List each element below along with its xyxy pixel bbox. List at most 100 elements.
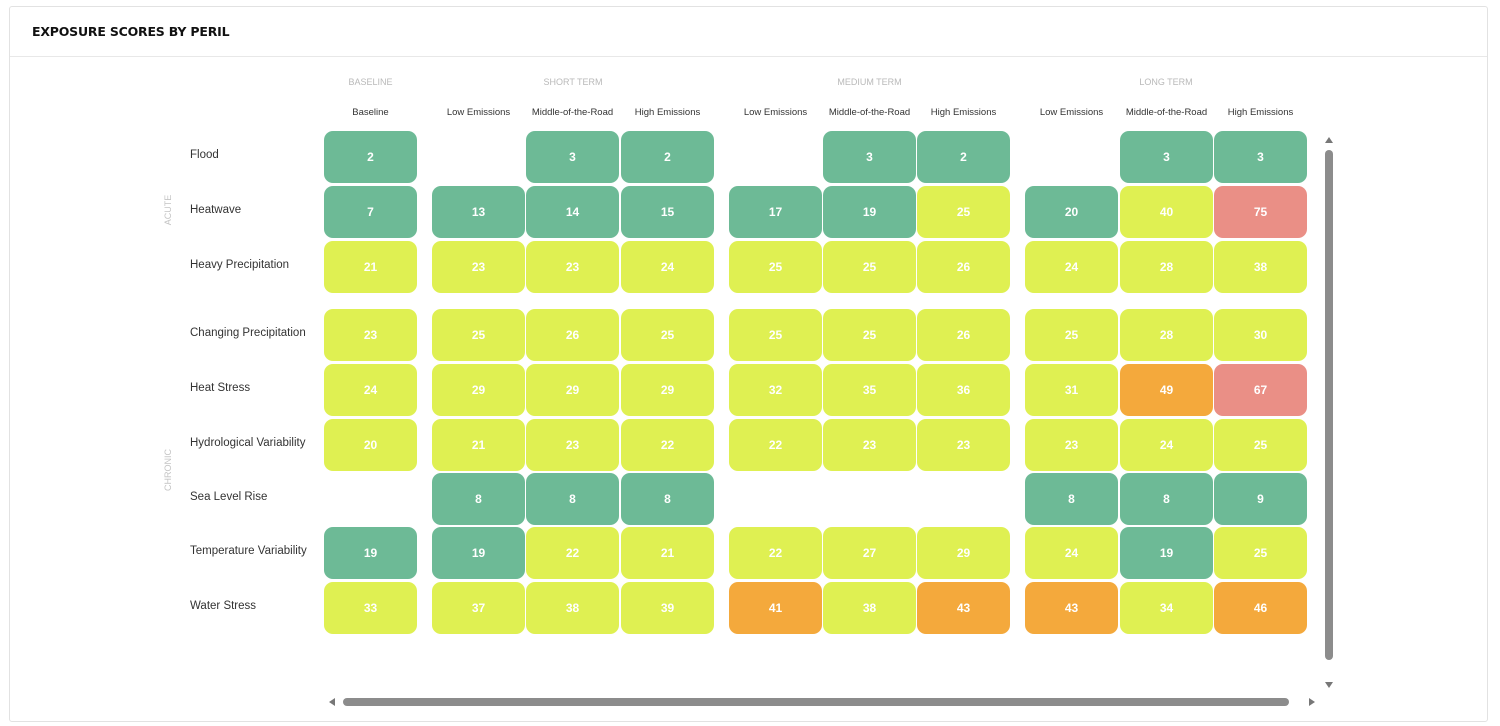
heatmap-cell[interactable]: 19 <box>324 527 417 579</box>
heatmap-cell[interactable]: 23 <box>526 419 619 471</box>
heatmap-cell[interactable]: 14 <box>526 186 619 238</box>
heatmap-cell[interactable]: 25 <box>729 241 822 293</box>
heatmap-cell[interactable]: 3 <box>823 131 916 183</box>
heatmap-cell[interactable]: 23 <box>823 419 916 471</box>
heatmap-cell[interactable]: 24 <box>324 364 417 416</box>
scroll-up-arrow-icon[interactable] <box>1325 137 1333 143</box>
heatmap-cell[interactable]: 49 <box>1120 364 1213 416</box>
heatmap-cell[interactable]: 38 <box>823 582 916 634</box>
heatmap-cell[interactable]: 7 <box>324 186 417 238</box>
heatmap-cell[interactable]: 20 <box>1025 186 1118 238</box>
heatmap-cell[interactable]: 26 <box>917 309 1010 361</box>
heatmap-cell[interactable]: 40 <box>1120 186 1213 238</box>
heatmap-cell[interactable]: 8 <box>621 473 714 525</box>
heatmap-cell[interactable]: 17 <box>729 186 822 238</box>
heatmap-cell[interactable]: 13 <box>432 186 525 238</box>
heatmap-cell[interactable]: 21 <box>324 241 417 293</box>
heatmap-cell[interactable]: 24 <box>1025 241 1118 293</box>
heatmap-cell[interactable]: 29 <box>917 527 1010 579</box>
heatmap-cell[interactable]: 25 <box>729 309 822 361</box>
heatmap-cell[interactable]: 36 <box>917 364 1010 416</box>
heatmap-cell[interactable]: 35 <box>823 364 916 416</box>
heatmap-cell[interactable]: 23 <box>1025 419 1118 471</box>
heatmap-cell[interactable]: 23 <box>432 241 525 293</box>
heatmap-cell[interactable]: 25 <box>432 309 525 361</box>
heatmap-cell[interactable]: 19 <box>823 186 916 238</box>
heatmap-cell[interactable]: 8 <box>1025 473 1118 525</box>
heatmap-cell[interactable]: 19 <box>432 527 525 579</box>
heatmap-cell[interactable]: 26 <box>526 309 619 361</box>
heatmap-cell[interactable]: 23 <box>526 241 619 293</box>
heatmap-cell[interactable]: 24 <box>621 241 714 293</box>
heatmap-cell[interactable]: 28 <box>1120 309 1213 361</box>
heatmap-cell[interactable]: 25 <box>823 309 916 361</box>
heatmap-cell[interactable]: 21 <box>432 419 525 471</box>
heatmap-cell[interactable]: 8 <box>432 473 525 525</box>
scenario-header: Low Emissions <box>743 107 808 118</box>
heatmap-cell[interactable]: 22 <box>621 419 714 471</box>
heatmap-cell[interactable]: 43 <box>1025 582 1118 634</box>
scroll-right-arrow-icon[interactable] <box>1309 698 1315 706</box>
heatmap-cell[interactable]: 38 <box>526 582 619 634</box>
horizontal-scrollbar[interactable] <box>343 698 1289 706</box>
heatmap-cell[interactable]: 8 <box>526 473 619 525</box>
heatmap-cell[interactable]: 32 <box>729 364 822 416</box>
heatmap-cell[interactable]: 41 <box>729 582 822 634</box>
heatmap-cell[interactable]: 29 <box>526 364 619 416</box>
heatmap-cell[interactable]: 29 <box>432 364 525 416</box>
scroll-down-arrow-icon[interactable] <box>1325 682 1333 688</box>
heatmap-cell[interactable]: 2 <box>324 131 417 183</box>
heatmap-cell[interactable]: 38 <box>1214 241 1307 293</box>
heatmap-cell[interactable]: 22 <box>729 527 822 579</box>
panel-header: EXPOSURE SCORES BY PERIL <box>10 7 1487 57</box>
heatmap-cell[interactable]: 19 <box>1120 527 1213 579</box>
heatmap-cell[interactable]: 25 <box>917 186 1010 238</box>
heatmap-cell[interactable]: 20 <box>324 419 417 471</box>
heatmap-cell[interactable]: 8 <box>1120 473 1213 525</box>
heatmap-cell[interactable]: 26 <box>917 241 1010 293</box>
heatmap-cell[interactable]: 25 <box>621 309 714 361</box>
heatmap-cell[interactable]: 25 <box>1214 419 1307 471</box>
heatmap-cell[interactable]: 31 <box>1025 364 1118 416</box>
heatmap-cell[interactable]: 23 <box>324 309 417 361</box>
cell-value: 19 <box>471 546 486 560</box>
cell-value: 25 <box>768 260 783 274</box>
row-label: Flood <box>190 149 219 161</box>
row-label: Hydrological Variability <box>190 437 306 449</box>
heatmap-cell[interactable]: 24 <box>1025 527 1118 579</box>
heatmap-cell[interactable]: 3 <box>526 131 619 183</box>
heatmap-cell[interactable]: 43 <box>917 582 1010 634</box>
heatmap-cell[interactable]: 23 <box>917 419 1010 471</box>
heatmap-cell[interactable]: 25 <box>1214 527 1307 579</box>
period-header: LONG TERM <box>1139 77 1193 87</box>
heatmap-cell[interactable]: 37 <box>432 582 525 634</box>
heatmap-cell[interactable]: 67 <box>1214 364 1307 416</box>
cell-value: 2 <box>367 150 374 164</box>
heatmap-cell[interactable]: 24 <box>1120 419 1213 471</box>
heatmap-cell[interactable]: 3 <box>1120 131 1213 183</box>
heatmap-cell[interactable]: 27 <box>823 527 916 579</box>
scroll-left-arrow-icon[interactable] <box>329 698 335 706</box>
cell-value: 23 <box>565 438 580 452</box>
heatmap-cell[interactable]: 33 <box>324 582 417 634</box>
scenario-header: Middle-of-the-Road <box>531 107 614 118</box>
heatmap-cell[interactable]: 25 <box>1025 309 1118 361</box>
heatmap-cell[interactable]: 15 <box>621 186 714 238</box>
heatmap-cell[interactable]: 30 <box>1214 309 1307 361</box>
heatmap-cell[interactable]: 3 <box>1214 131 1307 183</box>
heatmap-cell[interactable]: 28 <box>1120 241 1213 293</box>
heatmap-cell[interactable]: 25 <box>823 241 916 293</box>
heatmap-cell[interactable]: 9 <box>1214 473 1307 525</box>
heatmap-cell[interactable]: 75 <box>1214 186 1307 238</box>
cell-value: 24 <box>1159 438 1174 452</box>
heatmap-cell[interactable]: 39 <box>621 582 714 634</box>
vertical-scrollbar[interactable] <box>1325 150 1333 660</box>
heatmap-cell[interactable]: 29 <box>621 364 714 416</box>
heatmap-cell[interactable]: 21 <box>621 527 714 579</box>
heatmap-cell[interactable]: 46 <box>1214 582 1307 634</box>
heatmap-cell[interactable]: 22 <box>526 527 619 579</box>
heatmap-cell[interactable]: 22 <box>729 419 822 471</box>
heatmap-cell[interactable]: 34 <box>1120 582 1213 634</box>
heatmap-cell[interactable]: 2 <box>621 131 714 183</box>
heatmap-cell[interactable]: 2 <box>917 131 1010 183</box>
